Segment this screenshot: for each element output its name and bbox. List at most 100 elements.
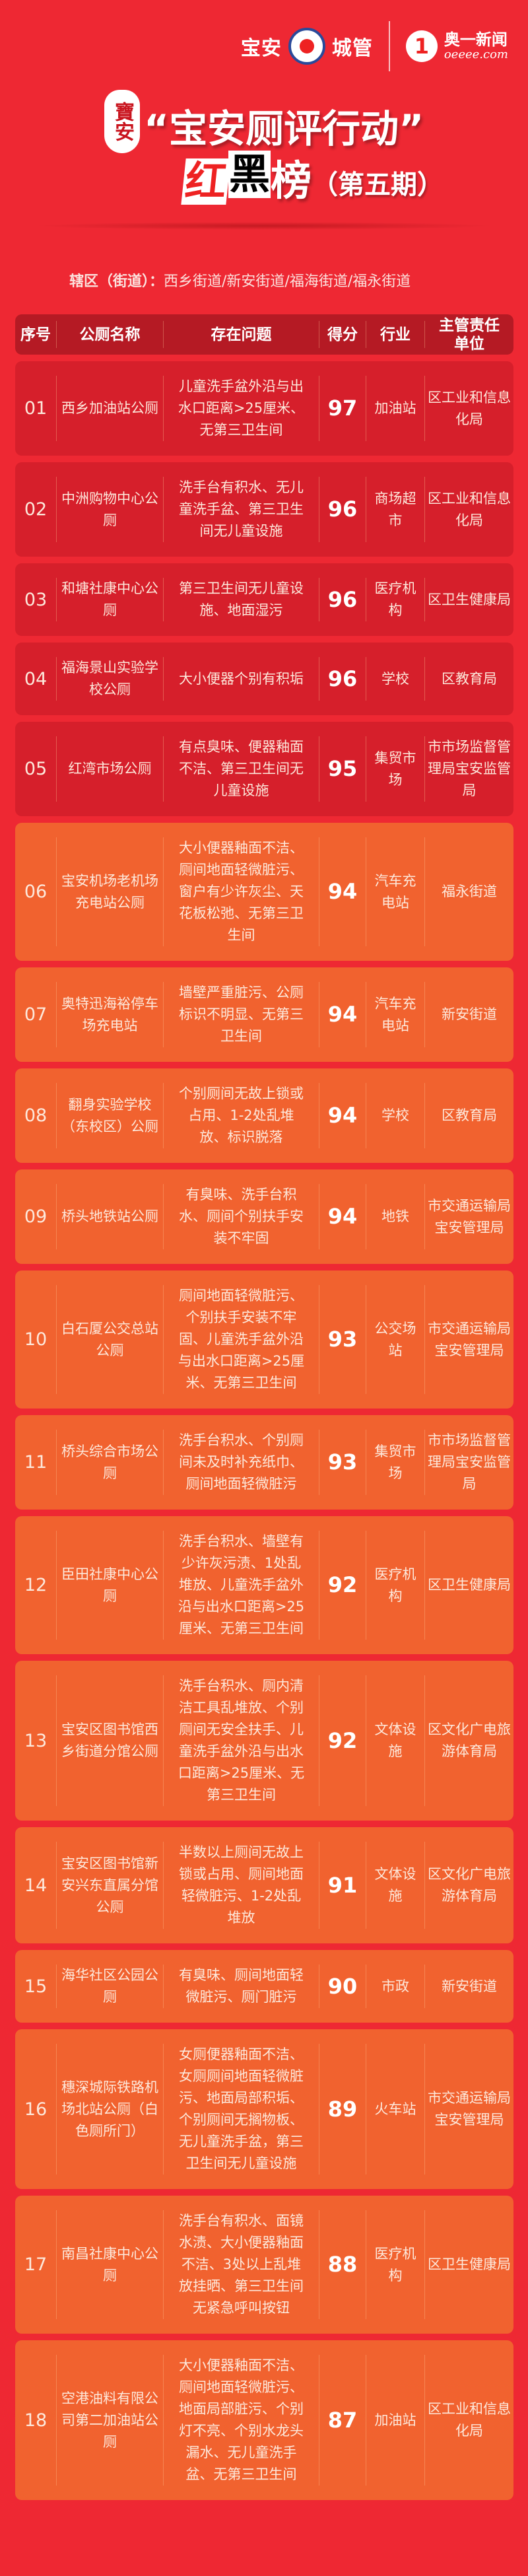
row-score: 96 — [319, 578, 366, 621]
table-row: 08 翻身实验学校（东校区）公厕 个别厕间无故上锁或占用、1-2处乱堆放、标识脱落 9… — [15, 1068, 513, 1163]
row-problem: 有臭味、洗手台积水、厕间个别扶手安装不牢固 — [164, 1184, 319, 1249]
row-problem: 洗手台有积水、面镜水渍、大小便器釉面不洁、3处以上乱堆放挂晒、第三卫生间无紧急呼… — [164, 2210, 319, 2319]
brand-baoan: 宝安 — [240, 37, 282, 60]
row-industry: 商场超市 — [366, 477, 425, 542]
table-row: 07 奥特迅海裕停车场充电站 墙壁严重脏污、公厕标识不明显、无第三卫生间 94 汽车充电… — [15, 967, 513, 1062]
row-seq: 12 — [15, 1531, 57, 1640]
row-name: 西乡加油站公厕 — [57, 376, 164, 441]
row-seq: 16 — [15, 2044, 57, 2175]
row-seq: 11 — [15, 1430, 57, 1495]
row-unit: 市交通运输局宝安管理局 — [428, 1197, 511, 1236]
row-name: 白石厦公交总站公厕 — [57, 1285, 164, 1394]
row-unit: 区工业和信息化局 — [428, 389, 511, 427]
row-score: 92 — [319, 1531, 366, 1640]
row-score: 94 — [319, 837, 366, 946]
row-score: 97 — [319, 376, 366, 441]
row-unit: 区教育局 — [442, 670, 497, 687]
title-shadow-divider — [33, 222, 495, 230]
row-problem: 大小便器釉面不洁、厕间地面轻微脏污、窗户有少许灰尘、天花板松弛、无第三卫生间 — [164, 837, 319, 946]
row-unit: 区卫生健康局 — [428, 591, 511, 608]
district-value: 西乡街道/新安街道/福海街道/福永街道 — [164, 273, 411, 290]
row-unit: 福永街道 — [442, 884, 497, 899]
row-unit: 区文化广电旅游体育局 — [428, 1866, 511, 1904]
row-name: 宝安机场老机场充电站公厕 — [57, 837, 164, 946]
row-problem: 有臭味、厕间地面轻微脏污、厕门脏污 — [164, 1965, 319, 2008]
aoyi-news-name: 奥一新闻 — [444, 30, 508, 49]
table-row: 17 南昌社康中心公厕 洗手台有积水、面镜水渍、大小便器釉面不洁、3处以上乱堆放挂晒… — [15, 2196, 513, 2334]
row-score: 94 — [319, 1083, 366, 1148]
row-industry: 市政 — [366, 1965, 425, 2008]
header-seq: 序号 — [15, 321, 57, 348]
table-row: 12 臣田社康中心公厕 洗手台积水、墙壁有少许灰污渍、1处乱堆放、儿童洗手盆外沿与出… — [15, 1516, 513, 1654]
row-unit: 市市场监督管理局宝安监管局 — [428, 1432, 511, 1492]
row-seq: 06 — [15, 837, 57, 946]
table-row: 14 宝安区图书馆新安兴东直属分馆公厕 半数以上厕间无故上锁或占用、厕间地面轻微脏污… — [15, 1827, 513, 1943]
row-industry: 地铁 — [366, 1184, 425, 1249]
row-score: 93 — [319, 1430, 366, 1495]
row-industry: 集贸市场 — [366, 736, 425, 802]
row-score: 93 — [319, 1285, 366, 1394]
row-name: 奥特迅海裕停车场充电站 — [57, 982, 164, 1047]
aoyi-news-logo: 奥一新闻 oeeee.com — [444, 31, 508, 61]
row-industry: 汽车充电站 — [366, 982, 425, 1047]
row-industry: 公交场站 — [366, 1285, 425, 1394]
brand-logos: 宝安 城管 1 奥一新闻 oeeee.com — [240, 21, 508, 71]
row-seq: 17 — [15, 2210, 57, 2319]
row-seq: 02 — [15, 477, 57, 542]
seal-text: 寶安 — [111, 102, 134, 141]
row-unit: 市交通运输局宝安管理局 — [428, 2090, 511, 2128]
row-score: 90 — [319, 1965, 366, 2008]
row-problem: 厕间地面轻微脏污、个别扶手安装不牢固、儿童洗手盆外沿与出水口距离>25厘米、无第… — [164, 1285, 319, 1394]
table-row: 11 桥头综合市场公厕 洗手台积水、个别厕间未及时补充纸巾、厕间地面轻微脏污 93 集贸… — [15, 1415, 513, 1510]
row-score: 92 — [319, 1675, 366, 1806]
header-unit-text: 主管责任单位 — [439, 316, 500, 353]
row-name: 臣田社康中心公厕 — [57, 1531, 164, 1640]
row-unit: 区卫生健康局 — [428, 2256, 511, 2272]
row-problem: 有点臭味、便器釉面不洁、第三卫生间无儿童设施 — [164, 736, 319, 802]
row-seq: 18 — [15, 2355, 57, 2486]
row-problem: 洗手台积水、厕内清洁工具乱堆放、个别厕间无安全扶手、儿童洗手盆外沿与出水口距离>… — [164, 1675, 319, 1806]
row-industry: 学校 — [366, 657, 425, 701]
row-problem: 墙壁严重脏污、公厕标识不明显、无第三卫生间 — [164, 982, 319, 1047]
table-body: 01 西乡加油站公厕 儿童洗手盆外沿与出水口距离>25厘米、无第三卫生间 97 加油站区… — [15, 361, 513, 2507]
table-header: 序号 公厕名称 存在问题 得分 行业 主管责任单位 — [15, 314, 513, 355]
row-problem: 大小便器个别有积垢 — [164, 657, 319, 701]
row-unit: 区工业和信息化局 — [428, 490, 511, 528]
row-name: 中洲购物中心公厕 — [57, 477, 164, 542]
table-row: 02 中洲购物中心公厕 洗手台有积水、无儿童洗手盆、第三卫生间无儿童设施 96 商场超市… — [15, 462, 513, 557]
row-industry: 文体设施 — [366, 1675, 425, 1806]
row-industry: 医疗机构 — [366, 578, 425, 621]
row-industry: 加油站 — [366, 2355, 425, 2486]
row-name: 桥头综合市场公厕 — [57, 1430, 164, 1495]
row-score: 94 — [319, 1184, 366, 1249]
row-score: 95 — [319, 736, 366, 802]
row-unit: 区卫生健康局 — [428, 1577, 511, 1593]
row-unit: 区工业和信息化局 — [428, 2401, 511, 2439]
subtitle-issue: （第五期） — [312, 170, 444, 200]
row-name: 红湾市场公厕 — [57, 736, 164, 802]
row-unit: 区文化广电旅游体育局 — [428, 1722, 511, 1759]
row-name: 南昌社康中心公厕 — [57, 2210, 164, 2319]
header-score: 得分 — [319, 321, 366, 348]
table-row: 06 宝安机场老机场充电站公厕 大小便器釉面不洁、厕间地面轻微脏污、窗户有少许灰尘、… — [15, 823, 513, 961]
brand-divider — [388, 21, 390, 71]
row-problem: 第三卫生间无儿童设施、地面湿污 — [164, 578, 319, 621]
table-row: 05 红湾市场公厕 有点臭味、便器釉面不洁、第三卫生间无儿童设施 95 集贸市场 市市场监… — [15, 722, 513, 816]
table-row: 15 海华社区公园公厕 有臭味、厕间地面轻微脏污、厕门脏污 90 市政 新安街道 — [15, 1950, 513, 2023]
row-seq: 09 — [15, 1184, 57, 1249]
header-name: 公厕名称 — [57, 321, 164, 348]
header-problem: 存在问题 — [164, 321, 319, 348]
row-industry: 学校 — [366, 1083, 425, 1148]
row-name: 福海景山实验学校公厕 — [57, 657, 164, 701]
row-problem: 儿童洗手盆外沿与出水口距离>25厘米、无第三卫生间 — [164, 376, 319, 441]
header-unit: 主管责任单位 — [425, 317, 513, 353]
row-score: 89 — [319, 2044, 366, 2175]
row-unit: 市交通运输局宝安管理局 — [428, 1320, 511, 1358]
table-row: 10 白石厦公交总站公厕 厕间地面轻微脏污、个别扶手安装不牢固、儿童洗手盆外沿与出水… — [15, 1271, 513, 1409]
row-industry: 医疗机构 — [366, 2210, 425, 2319]
subtitle-red: 红 — [181, 157, 231, 205]
row-problem: 大小便器釉面不洁、厕间地面轻微脏污、地面局部脏污、个别灯不亮、个别水龙头漏水、无… — [164, 2355, 319, 2486]
row-problem: 个别厕间无故上锁或占用、1-2处乱堆放、标识脱落 — [164, 1083, 319, 1148]
row-problem: 洗手台积水、个别厕间未及时补充纸巾、厕间地面轻微脏污 — [164, 1430, 319, 1495]
row-score: 94 — [319, 982, 366, 1047]
